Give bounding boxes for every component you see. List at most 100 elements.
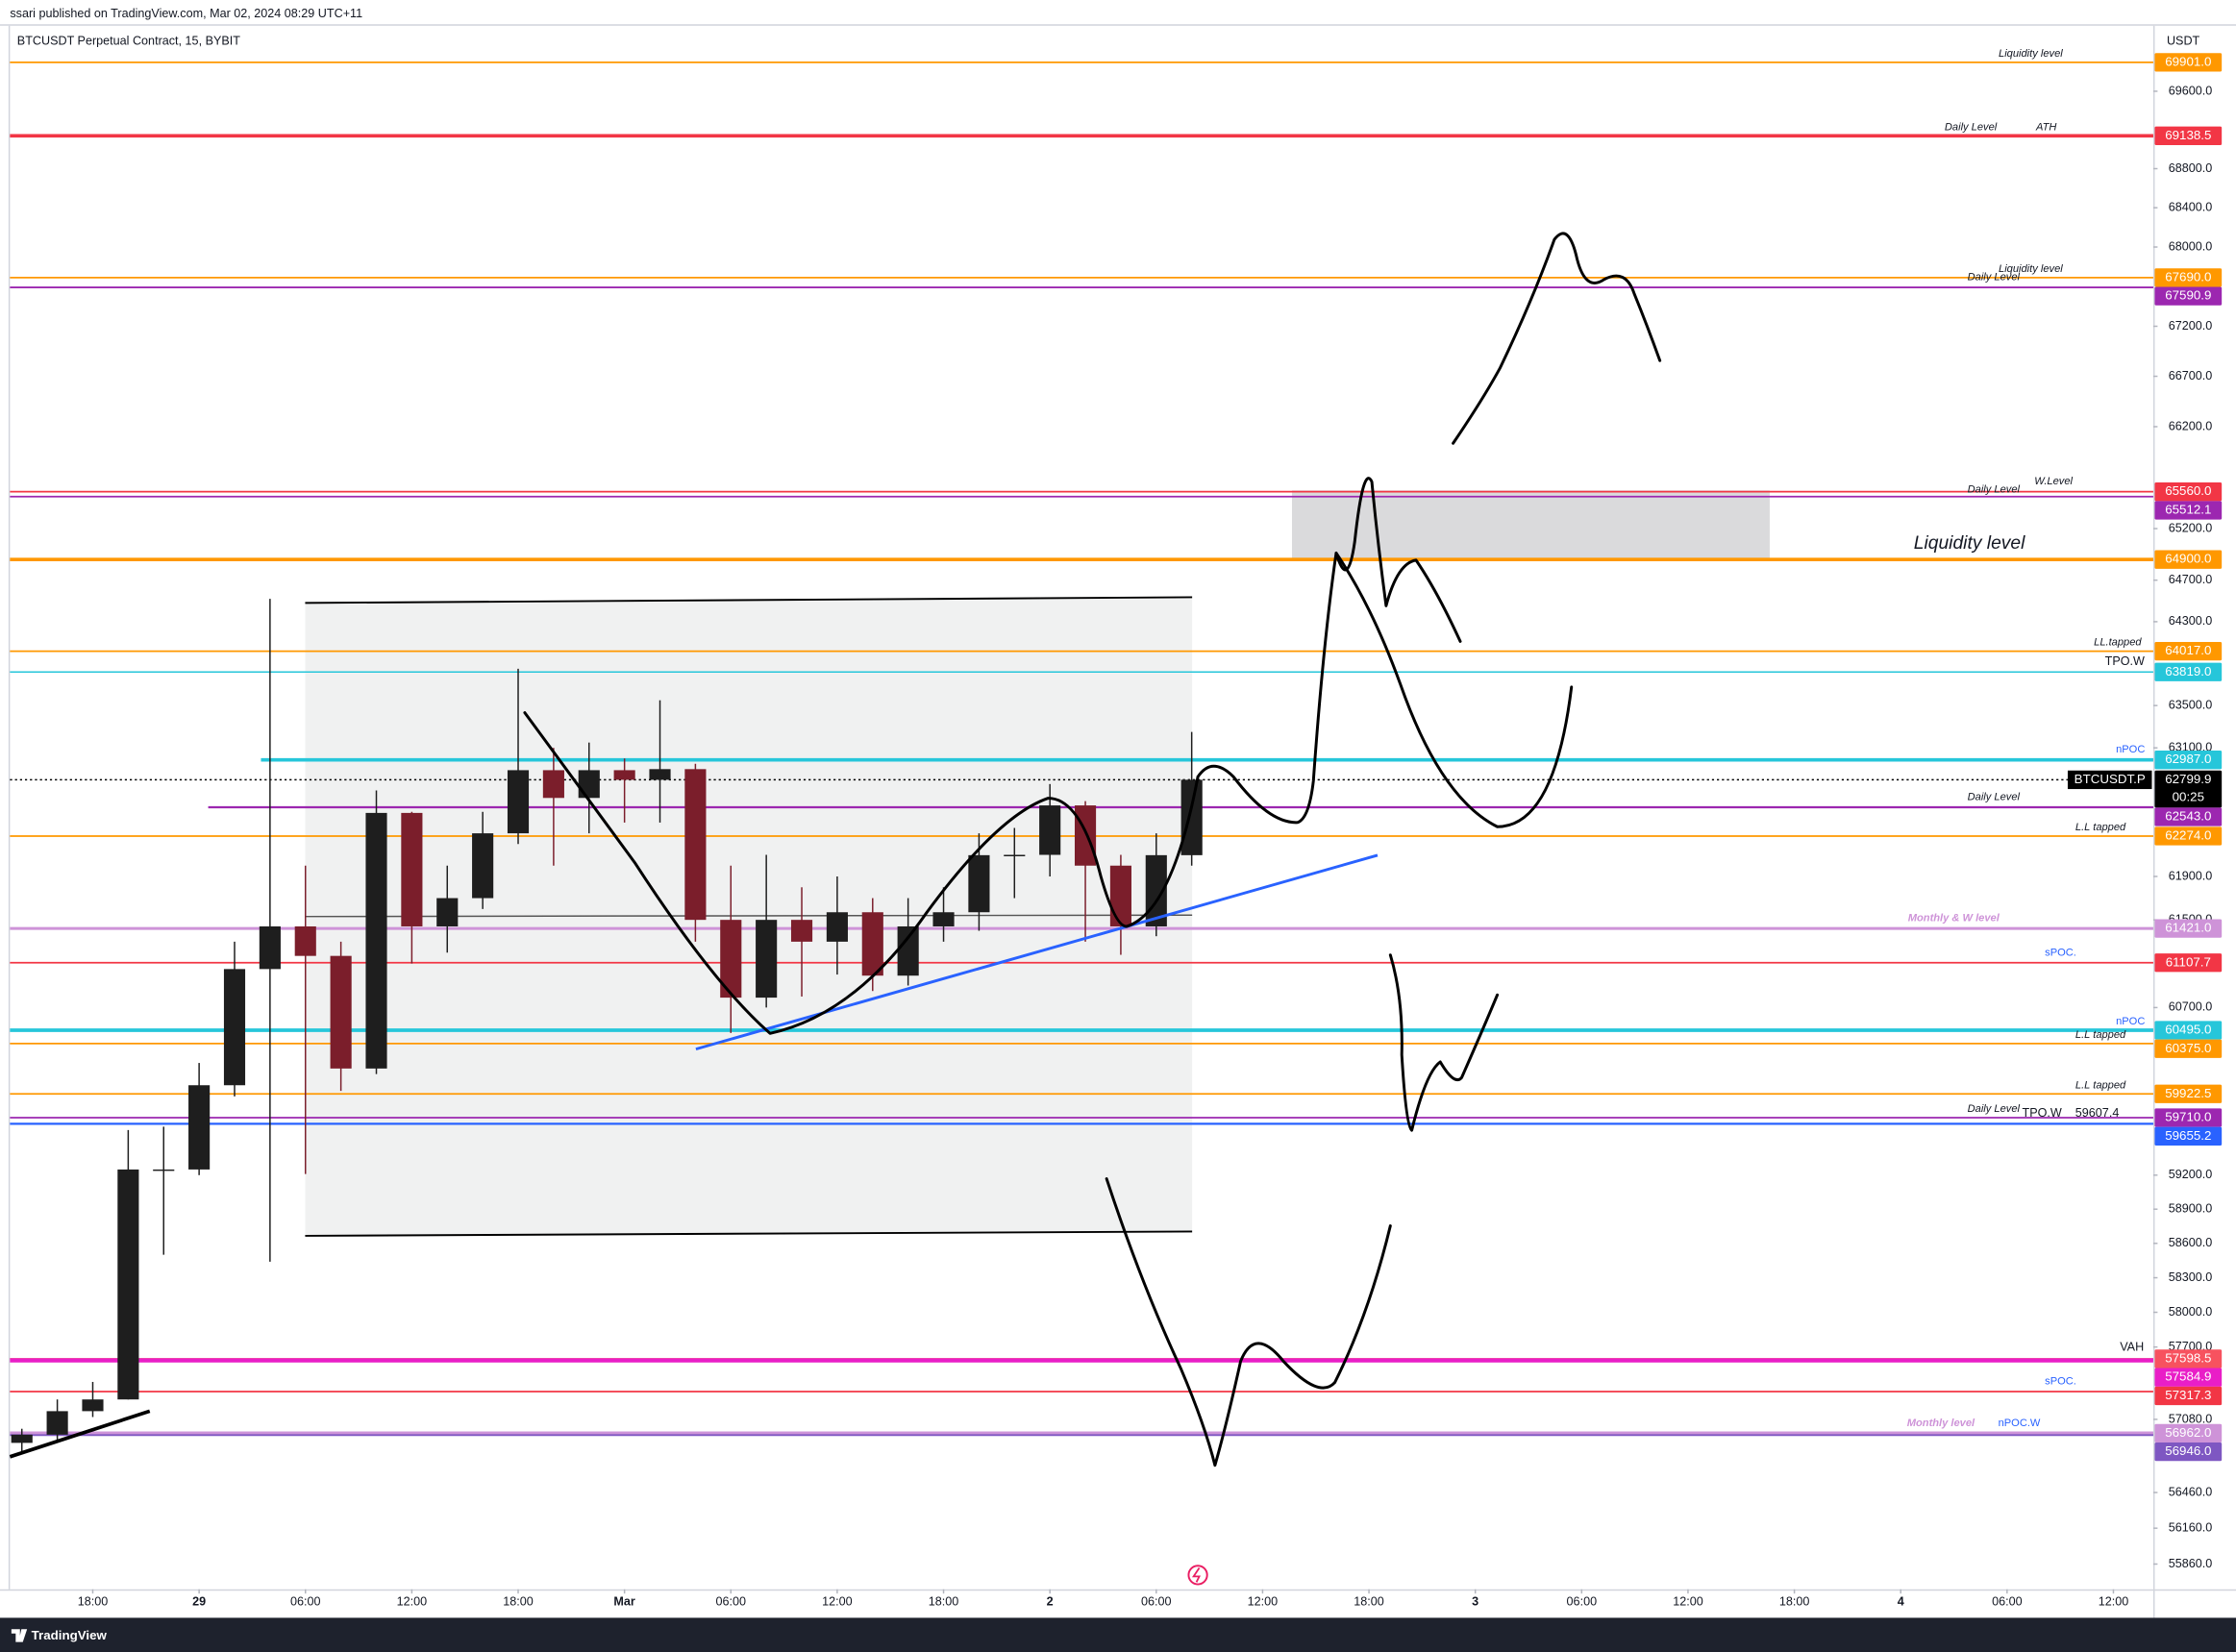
candle-body xyxy=(826,912,848,942)
x-tick-label: 12:00 xyxy=(397,1594,428,1608)
y-tick-label: 68000.0 xyxy=(2169,239,2213,253)
price-box xyxy=(2154,953,2223,973)
price-box-label: 69138.5 xyxy=(2165,128,2211,142)
price-box-label: 56946.0 xyxy=(2165,1443,2211,1458)
chart-title: BTCUSDT Perpetual Contract, 15, BYBIT xyxy=(17,34,240,47)
y-tick-label: 59200.0 xyxy=(2169,1168,2213,1181)
drawn-path xyxy=(1334,551,1574,828)
price-box-label: 64900.0 xyxy=(2165,552,2211,566)
y-tick-label: 60700.0 xyxy=(2169,1000,2213,1014)
candle-body xyxy=(542,770,564,799)
price-labels: BTCUSDT.P 69901.0 69138.5 67690.0 67590.9 655… xyxy=(2067,53,2223,1462)
candle-body xyxy=(1109,865,1131,926)
y-tick-label: 67200.0 xyxy=(2169,319,2213,333)
candle-body xyxy=(82,1399,104,1412)
y-tick-label: 66200.0 xyxy=(2169,419,2213,432)
candle-body xyxy=(401,812,423,926)
price-box-label: 57598.5 xyxy=(2165,1350,2211,1365)
y-tick-label: 58300.0 xyxy=(2169,1270,2213,1284)
x-tick-label: 12:00 xyxy=(1673,1594,1703,1608)
price-box xyxy=(2154,1039,2223,1058)
candle-body xyxy=(294,925,316,956)
x-tick-label: 12:00 xyxy=(2099,1594,2129,1608)
price-box-label: 67590.9 xyxy=(2165,288,2211,303)
trend-line-blue xyxy=(695,853,1379,1051)
level-note: sPOC. xyxy=(2045,1376,2076,1388)
price-box xyxy=(2154,1368,2223,1387)
y-tick-label: 63500.0 xyxy=(2169,698,2213,711)
candle-body xyxy=(153,1169,175,1171)
price-box xyxy=(2154,1108,2223,1127)
level-note: Daily Level xyxy=(1945,121,1998,133)
y-tick-label: 57080.0 xyxy=(2169,1412,2213,1425)
brand: TradingView xyxy=(32,1628,108,1642)
x-tick-label: 06:00 xyxy=(1141,1594,1172,1608)
candle-body xyxy=(507,770,530,834)
candle-body xyxy=(897,925,919,976)
price-box xyxy=(2154,1126,2223,1146)
candle-body xyxy=(472,833,494,899)
y-tick-label: 64300.0 xyxy=(2169,614,2213,628)
x-tick-label: 4 xyxy=(1898,1594,1904,1608)
candle-body xyxy=(790,920,813,942)
candle-body xyxy=(259,925,281,970)
trend-line xyxy=(9,1409,151,1459)
y-tick-label: 55860.0 xyxy=(2169,1557,2213,1570)
level-note: LL.tapped xyxy=(2094,637,2142,649)
symbol-box xyxy=(2067,770,2152,790)
level-note: sPOC. xyxy=(2045,947,2076,958)
candle-body xyxy=(720,920,742,999)
price-box-label: 61421.0 xyxy=(2165,921,2211,935)
price-box xyxy=(2154,770,2223,808)
level-note: L.L tapped xyxy=(2075,1079,2126,1091)
drawn-path xyxy=(523,711,1200,1035)
candle-body xyxy=(756,920,778,999)
symbol-label: BTCUSDT.P xyxy=(2075,772,2146,786)
level-note: Liquidity level xyxy=(1999,48,2063,60)
price-box xyxy=(2154,919,2223,938)
price-box-label: 69901.0 xyxy=(2165,54,2211,68)
price-box xyxy=(2154,1021,2223,1040)
price-box-label: 62543.0 xyxy=(2165,809,2211,824)
price-box xyxy=(2154,53,2223,72)
event-icon-bolt xyxy=(1191,1566,1201,1583)
candle-body xyxy=(46,1411,68,1435)
price-box xyxy=(2154,1423,2223,1442)
candle-body xyxy=(861,912,883,976)
x-tick-label: 06:00 xyxy=(290,1594,321,1608)
price-box xyxy=(2154,286,2223,306)
y-tick-label: 58600.0 xyxy=(2169,1236,2213,1249)
price-box xyxy=(2154,1386,2223,1406)
level-note: nPOC xyxy=(2116,1016,2145,1027)
candle-body xyxy=(578,770,600,799)
logo xyxy=(11,1629,28,1642)
price-box xyxy=(2154,501,2223,520)
x-tick-label: 12:00 xyxy=(822,1594,853,1608)
x-tick-label: 06:00 xyxy=(1567,1594,1598,1608)
drawn-path xyxy=(1388,953,1500,1132)
candle-body xyxy=(436,898,459,926)
price-box xyxy=(2154,1442,2223,1462)
target-zone xyxy=(1291,490,1770,559)
price-box-label: 64017.0 xyxy=(2165,643,2211,657)
candle-body xyxy=(1004,854,1026,857)
drawn-path xyxy=(1452,232,1662,445)
price-box-label: 60375.0 xyxy=(2165,1041,2211,1055)
x-tick-label: 18:00 xyxy=(503,1594,534,1608)
price-box-label: 60495.0 xyxy=(2165,1023,2211,1037)
range-top xyxy=(305,596,1193,604)
price-box xyxy=(2154,1084,2223,1103)
y-tick-label: 56460.0 xyxy=(2169,1485,2213,1498)
candle-body xyxy=(223,969,246,1086)
x-tick-label: 18:00 xyxy=(1354,1594,1384,1608)
candle-body xyxy=(932,912,955,926)
price-box xyxy=(2154,1349,2223,1368)
y-tick-label: 68400.0 xyxy=(2169,200,2213,213)
y-tick-label: 56160.0 xyxy=(2169,1520,2213,1534)
price-box-label: 62274.0 xyxy=(2165,828,2211,843)
level-note: L.L tapped xyxy=(2075,1029,2126,1041)
level-note: Liquidity level xyxy=(1999,263,2063,275)
y-tick-label: 68800.0 xyxy=(2169,161,2213,175)
level-note: nPOC xyxy=(2116,744,2145,755)
